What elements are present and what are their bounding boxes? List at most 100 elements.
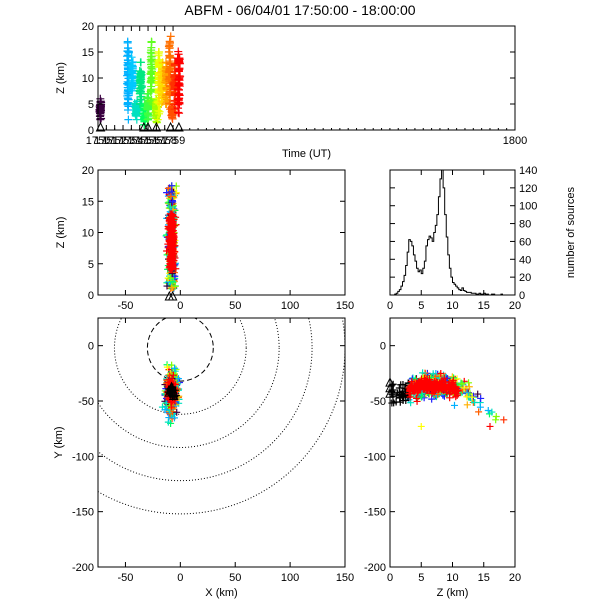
y-axis-label: Z (km) (55, 62, 67, 94)
source-marker (168, 284, 176, 292)
x-tick-label: 0 (387, 572, 393, 584)
source-marker (452, 393, 460, 401)
source-marker (451, 383, 459, 391)
station-marker (167, 290, 178, 301)
source-marker (167, 111, 176, 120)
source-marker (500, 416, 508, 424)
x-tick-label: 100 (281, 572, 299, 584)
source-marker (400, 393, 408, 401)
source-marker (127, 53, 136, 62)
time-height-panel: 1750175117521753175417551756175717581759… (55, 21, 527, 160)
y-tick-label: -50 (370, 396, 386, 408)
x-tick-label: 1751 (94, 135, 118, 147)
y-tick-label: -200 (364, 562, 386, 574)
source-marker (175, 94, 184, 103)
y-tick-label: -150 (364, 507, 386, 519)
y-tick-label: -100 (72, 451, 94, 463)
range-rings (98, 318, 345, 515)
source-marker (446, 390, 454, 398)
source-marker (167, 246, 175, 254)
y-tick-label: -150 (72, 507, 94, 519)
source-marker (155, 48, 164, 56)
source-marker (421, 378, 429, 386)
source-marker (173, 408, 181, 416)
y-tick-label: 80 (519, 219, 531, 231)
source-marker (168, 258, 176, 266)
x-tick-label: 1753 (111, 135, 135, 147)
source-marker (147, 86, 156, 95)
source-marker (167, 398, 175, 406)
source-marker (458, 380, 466, 388)
figure-title: ABFM - 06/04/01 17:50:00 - 18:00:00 (184, 2, 415, 18)
source-marker (417, 383, 425, 391)
station-marker (143, 121, 153, 132)
source-marker (476, 403, 484, 411)
y-tick-label: 20 (82, 21, 94, 33)
source-marker (429, 370, 437, 378)
source-marker (411, 386, 419, 394)
source-marker (132, 115, 141, 124)
histogram-step-line (390, 169, 515, 296)
plan-view-panel: -50 0 50 100 150 -200 -150 -100 -50 0 X (km) Y (km) (53, 317, 354, 599)
source-marker (425, 385, 433, 393)
station-marker (95, 121, 106, 132)
plot-frame (97, 169, 346, 296)
source-marker (165, 68, 174, 77)
x-tick-label: 5 (418, 300, 424, 312)
y-axis-label: Z (km) (55, 217, 67, 249)
source-marker (123, 38, 132, 47)
y-tick-label: 0 (88, 290, 94, 302)
source-marker (174, 55, 183, 64)
source-marker (124, 115, 133, 124)
x-height-panel: -50 0 50 100 150 0 5 10 15 20 Z (km) (55, 165, 354, 312)
source-marker (172, 189, 180, 197)
x-tick-label: -50 (117, 300, 133, 312)
height-y-panel: 0 5 10 15 20 -200 -150 -100 -50 0 Z (km) (364, 317, 521, 599)
source-marker (168, 182, 176, 190)
plot-frame (389, 169, 516, 296)
y-tick-label: 5 (88, 259, 94, 271)
source-marker (169, 371, 177, 379)
x-axis-label: Z (km) (437, 587, 469, 599)
source-marker (132, 105, 141, 114)
y-tick-label: 0 (519, 290, 525, 302)
y-tick-label: 60 (519, 236, 531, 248)
source-marker (486, 422, 494, 430)
source-marker (169, 237, 177, 245)
x-tick-label: 10 (446, 572, 458, 584)
x-tick-label: 0 (387, 300, 393, 312)
x-tick-label: 1755 (127, 135, 151, 147)
source-marker (172, 391, 180, 399)
source-marker (447, 386, 455, 394)
y-tick-label: -200 (72, 562, 94, 574)
y-tick-label: 10 (82, 73, 94, 85)
x-axis-label: Time (UT) (282, 148, 331, 160)
x-tick-label: 20 (509, 572, 521, 584)
source-marker (137, 68, 146, 77)
range-ring (98, 318, 313, 482)
source-marker (171, 282, 179, 290)
x-tick-label: -50 (117, 572, 133, 584)
x-axis-label: X (km) (205, 587, 237, 599)
y-tick-label: 20 (82, 165, 94, 177)
source-marker (450, 401, 458, 409)
source-marker (167, 192, 175, 200)
source-marker (168, 403, 176, 411)
source-marker (452, 384, 460, 392)
source-marker (166, 214, 174, 222)
x-tick-label: 100 (281, 300, 299, 312)
source-marker (153, 115, 162, 124)
range-ring (113, 318, 247, 415)
source-marker (463, 401, 471, 409)
source-marker (440, 374, 448, 382)
source-marker (95, 105, 104, 114)
source-marker (135, 66, 144, 75)
source-marker (147, 78, 156, 87)
source-marker (410, 383, 418, 391)
range-ring (146, 318, 214, 382)
x-tick-label: 20 (509, 300, 521, 312)
y-tick-label: 140 (519, 165, 537, 177)
x-tick-label: 15 (478, 572, 490, 584)
